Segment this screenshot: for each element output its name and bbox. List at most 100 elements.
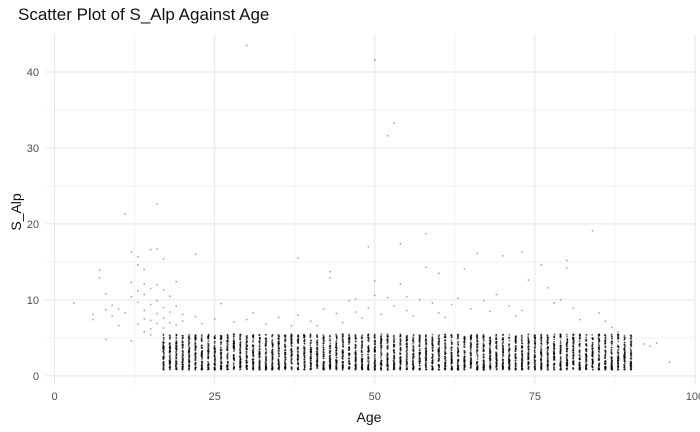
data-point bbox=[629, 347, 632, 350]
data-point bbox=[355, 337, 357, 340]
data-point bbox=[553, 302, 556, 304]
data-point bbox=[219, 346, 222, 349]
data-point bbox=[553, 333, 556, 336]
data-point bbox=[265, 366, 268, 369]
data-point bbox=[149, 333, 152, 336]
data-point bbox=[194, 253, 197, 256]
data-point bbox=[527, 354, 530, 357]
data-point bbox=[502, 349, 504, 352]
data-point bbox=[239, 354, 242, 357]
data-point bbox=[309, 368, 312, 371]
data-point bbox=[489, 337, 491, 339]
data-point bbox=[508, 358, 510, 361]
data-point bbox=[527, 339, 530, 342]
data-point bbox=[290, 366, 293, 369]
data-point bbox=[495, 293, 498, 296]
data-point bbox=[405, 295, 408, 298]
data-point bbox=[386, 368, 389, 371]
data-point bbox=[585, 349, 588, 352]
data-point bbox=[297, 339, 299, 342]
data-point bbox=[444, 365, 447, 368]
data-point bbox=[213, 340, 216, 343]
data-point bbox=[348, 362, 351, 365]
data-point bbox=[380, 364, 383, 366]
data-point bbox=[175, 357, 178, 359]
data-point bbox=[162, 333, 165, 336]
data-point bbox=[373, 335, 376, 337]
data-point bbox=[168, 321, 171, 324]
data-point bbox=[507, 362, 510, 365]
data-point bbox=[309, 360, 312, 362]
data-point bbox=[380, 350, 382, 353]
data-point bbox=[136, 264, 139, 266]
data-point bbox=[188, 364, 191, 367]
data-point bbox=[418, 347, 421, 350]
data-point bbox=[546, 359, 549, 362]
data-point bbox=[534, 365, 536, 368]
data-point bbox=[329, 342, 332, 345]
data-point bbox=[386, 365, 389, 368]
data-point bbox=[392, 336, 395, 339]
data-point bbox=[264, 362, 267, 365]
data-point bbox=[463, 343, 466, 346]
data-point bbox=[264, 344, 267, 347]
data-point bbox=[341, 355, 344, 358]
data-point bbox=[309, 358, 312, 361]
data-point bbox=[341, 358, 344, 361]
data-point bbox=[437, 311, 440, 314]
data-point bbox=[162, 347, 165, 349]
data-point bbox=[482, 333, 485, 336]
data-point bbox=[200, 336, 203, 339]
data-point bbox=[431, 336, 434, 339]
data-point bbox=[456, 337, 459, 340]
data-point bbox=[316, 324, 319, 327]
data-point bbox=[360, 340, 363, 342]
data-point bbox=[246, 354, 248, 357]
data-point bbox=[437, 357, 440, 360]
data-point bbox=[598, 364, 600, 367]
data-point bbox=[585, 367, 587, 370]
data-point bbox=[194, 356, 197, 358]
data-point bbox=[207, 349, 210, 352]
data-point bbox=[188, 368, 190, 371]
data-point bbox=[226, 337, 229, 340]
data-point bbox=[444, 342, 446, 345]
data-point bbox=[329, 270, 331, 273]
data-point bbox=[258, 350, 261, 353]
data-point bbox=[444, 362, 447, 364]
data-point bbox=[271, 357, 274, 360]
data-point bbox=[316, 357, 319, 360]
data-point bbox=[322, 337, 325, 340]
data-point bbox=[233, 335, 236, 338]
data-point bbox=[502, 346, 504, 349]
data-point bbox=[444, 352, 447, 355]
data-point bbox=[214, 352, 216, 355]
data-point bbox=[476, 366, 479, 368]
data-point bbox=[450, 355, 453, 358]
data-point bbox=[495, 361, 498, 364]
data-point bbox=[405, 343, 408, 345]
data-point bbox=[463, 364, 465, 367]
data-point bbox=[245, 352, 248, 355]
data-point bbox=[565, 343, 568, 346]
data-point bbox=[501, 254, 504, 257]
x-tick-label: 50 bbox=[369, 391, 381, 403]
data-point bbox=[374, 350, 377, 353]
data-point bbox=[451, 360, 453, 362]
data-point bbox=[444, 316, 447, 319]
data-point bbox=[572, 341, 575, 343]
data-point bbox=[533, 367, 536, 370]
data-point bbox=[227, 360, 229, 363]
data-point bbox=[130, 251, 133, 253]
data-point bbox=[617, 352, 620, 355]
data-point bbox=[629, 341, 632, 343]
data-point bbox=[533, 339, 536, 342]
data-point bbox=[297, 358, 299, 361]
data-point bbox=[412, 339, 414, 342]
data-point bbox=[322, 361, 325, 363]
data-point bbox=[405, 365, 408, 367]
data-point bbox=[252, 338, 255, 341]
data-point bbox=[418, 336, 421, 338]
data-point bbox=[322, 348, 325, 351]
